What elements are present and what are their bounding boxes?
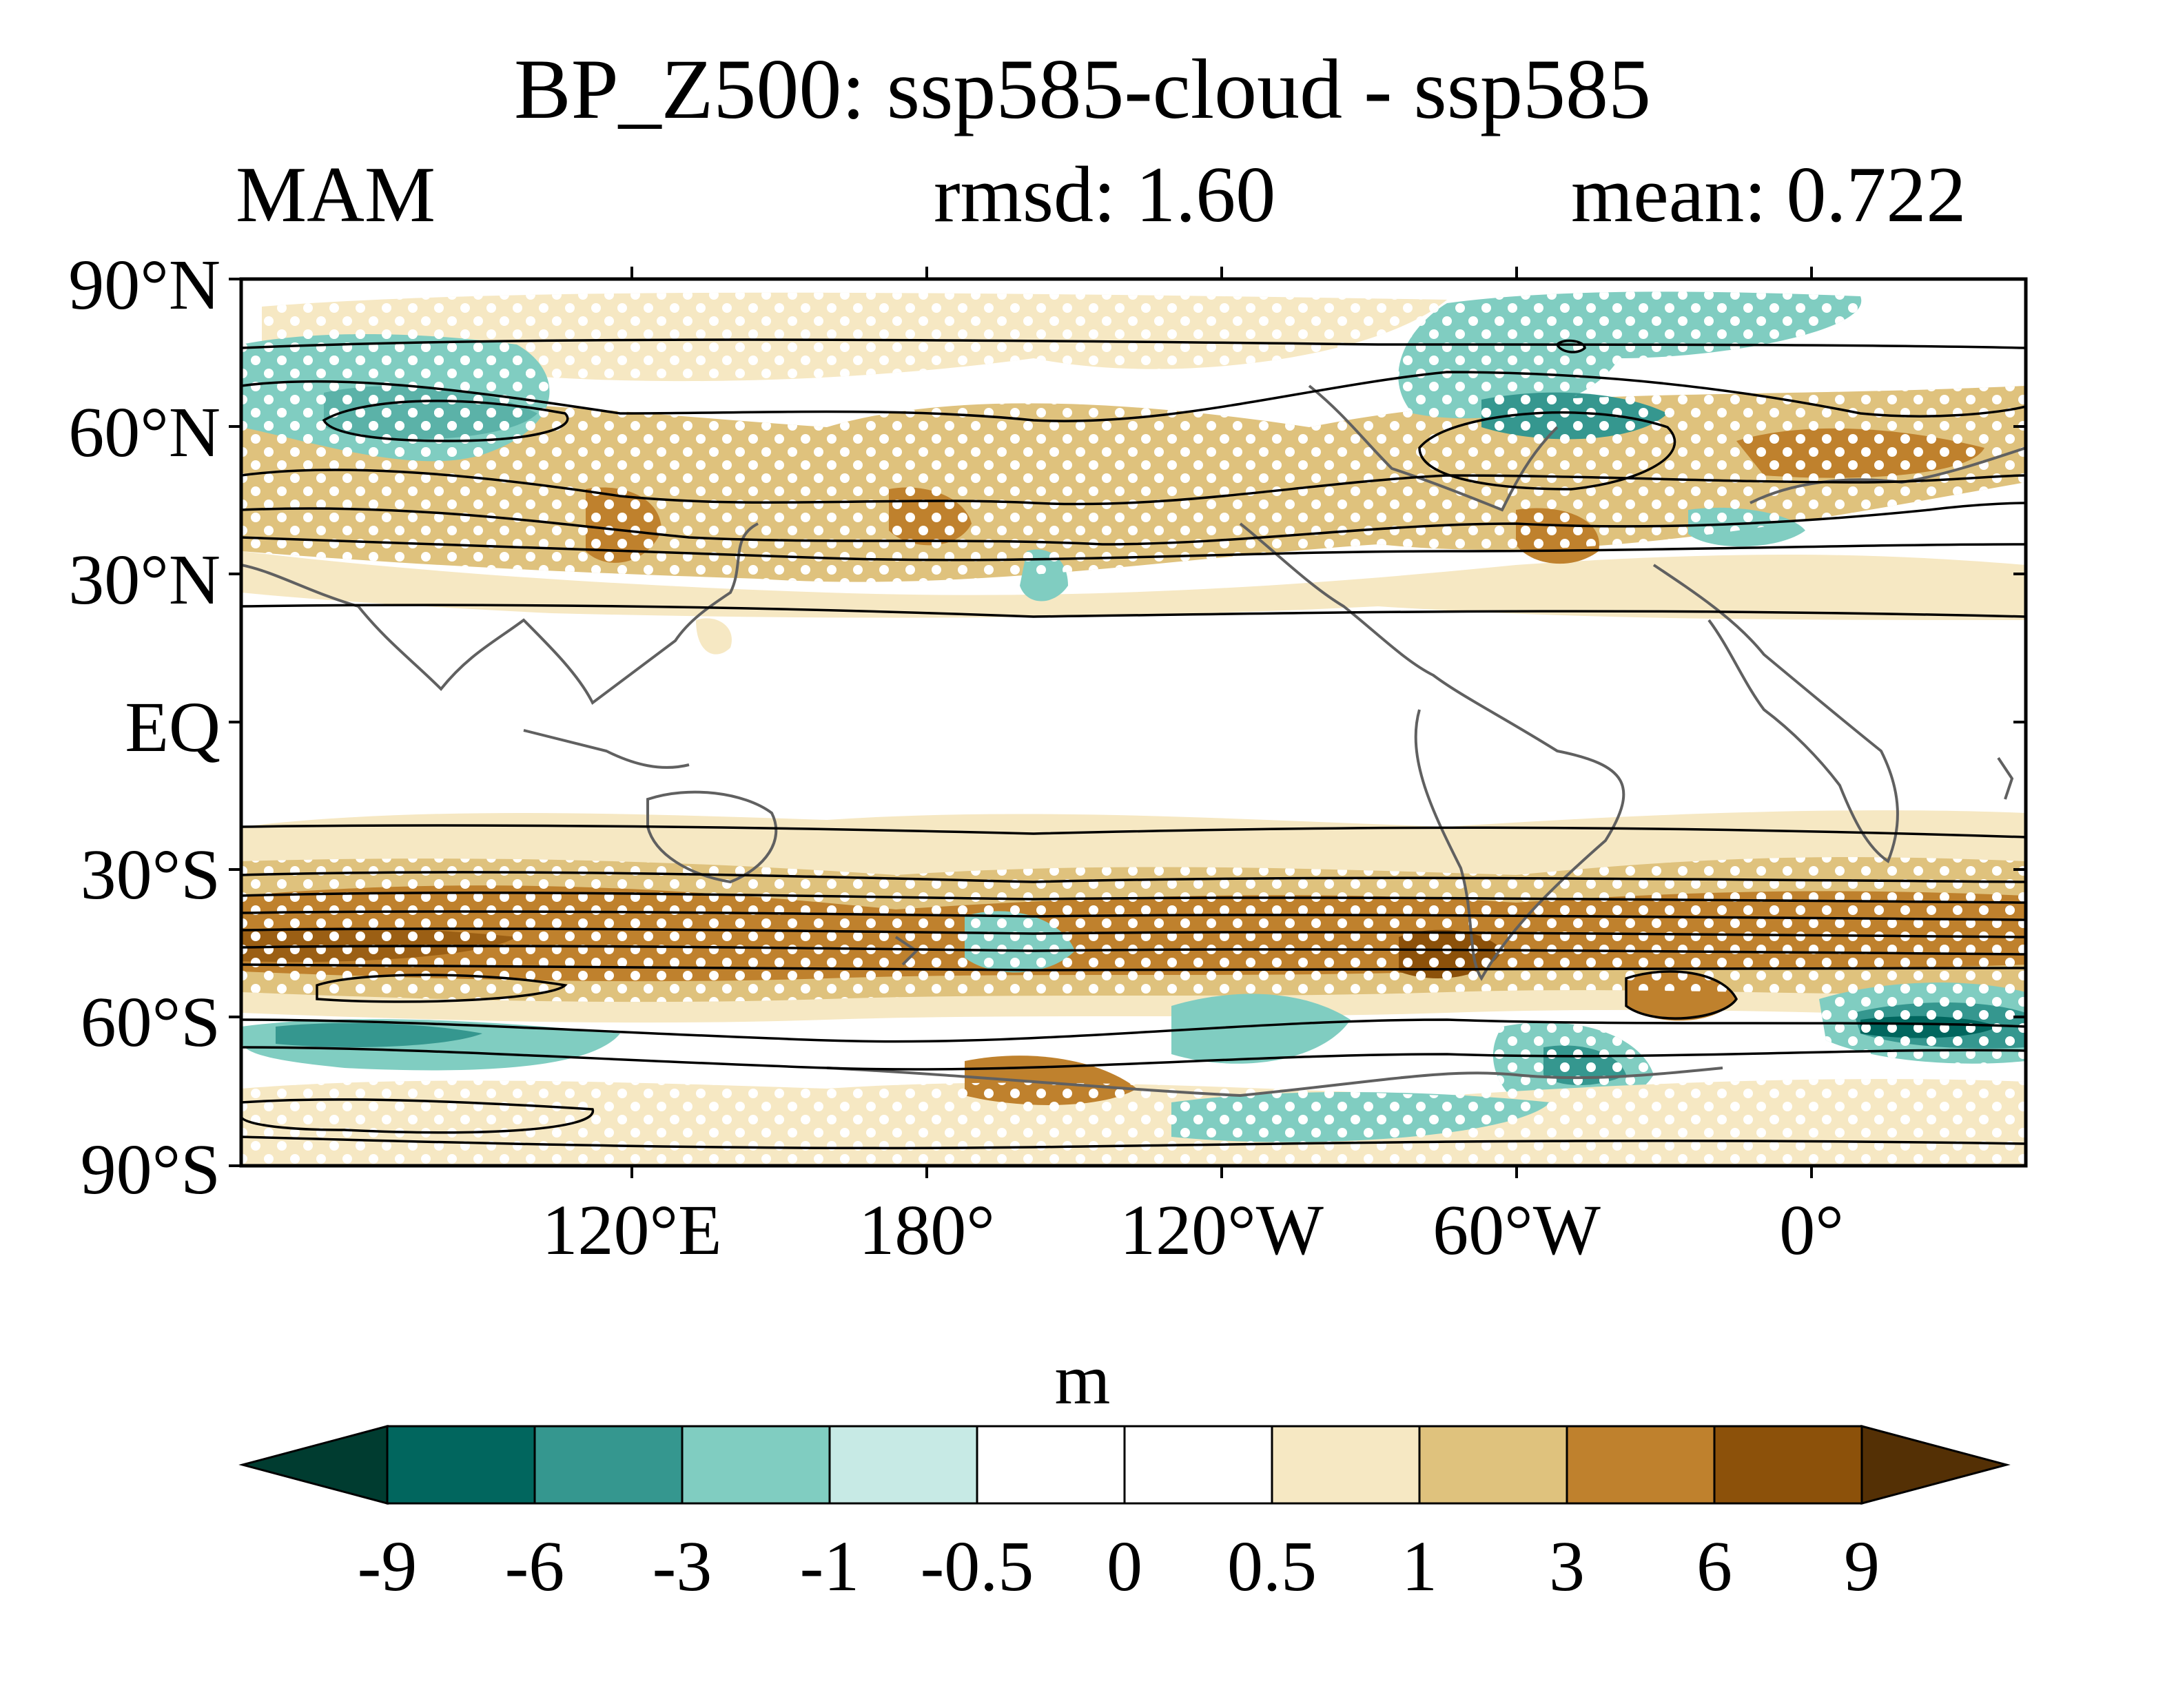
lat-label-eq: EQ [125,688,220,767]
colorbar-upper-extension [1860,1425,2011,1505]
colorbar-tick-label: -6 [504,1527,565,1606]
colorbar-bin [1271,1425,1421,1505]
lon-label-60w: 60°W [1433,1191,1601,1270]
climatology-contours [241,338,2026,1150]
map-title: BP_Z500: ssp585-cloud - ssp585 [514,42,1651,136]
season-label: MAM [236,151,436,239]
lat-label-90s: 90°S [80,1130,220,1209]
lon-ticks [630,267,1813,1178]
colorbar-tick-label: 1 [1402,1527,1437,1606]
lat-ticks [229,278,2026,1167]
lat-label-90n: 90°N [68,245,220,325]
colorbar-bin [681,1425,831,1505]
rmsd-label: rmsd: 1.60 [934,151,1276,239]
lat-label-60s: 60°S [80,982,220,1062]
colorbar-tick-label: 0 [1107,1527,1142,1606]
colorbar-tick-label: 9 [1844,1527,1880,1606]
map-plot-area [241,279,2026,1166]
colorbar-tick-label: 6 [1696,1527,1732,1606]
coastlines [241,384,2026,1098]
lat-label-60n: 60°N [68,393,220,472]
mean-label: mean: 0.722 [1571,151,1967,239]
colorbar-bin [828,1425,978,1505]
colorbar-tick-label: 0.5 [1227,1527,1317,1606]
lat-label-30s: 30°S [80,835,220,914]
colorbar-bin [533,1425,684,1505]
colorbar-bin [1123,1425,1273,1505]
significance-stippling [241,291,2026,1164]
colorbar-bin [976,1425,1126,1505]
map-frame [229,267,2028,1178]
lon-label-180: 180° [859,1191,995,1270]
colorbar-bin [1566,1425,1716,1505]
colorbar-tick-label: -1 [799,1527,860,1606]
colorbar-bin [386,1425,536,1505]
colorbar-tick-label: -3 [652,1527,712,1606]
colorbar-tick-label: -0.5 [920,1527,1034,1606]
colorbar-bin [1713,1425,1863,1505]
colorbar-lower-extension [238,1425,389,1505]
colorbar-bin [1418,1425,1568,1505]
lon-label-0: 0° [1779,1191,1844,1270]
lat-label-30n: 30°N [68,540,220,619]
colorbar [238,1425,2011,1505]
colorbar-tick-label: 3 [1549,1527,1585,1606]
lon-label-120w: 120°W [1120,1191,1324,1270]
lon-label-120e: 120°E [542,1191,722,1270]
colorbar-tick-label: -9 [357,1527,418,1606]
colorbar-unit: m [1054,1340,1111,1419]
